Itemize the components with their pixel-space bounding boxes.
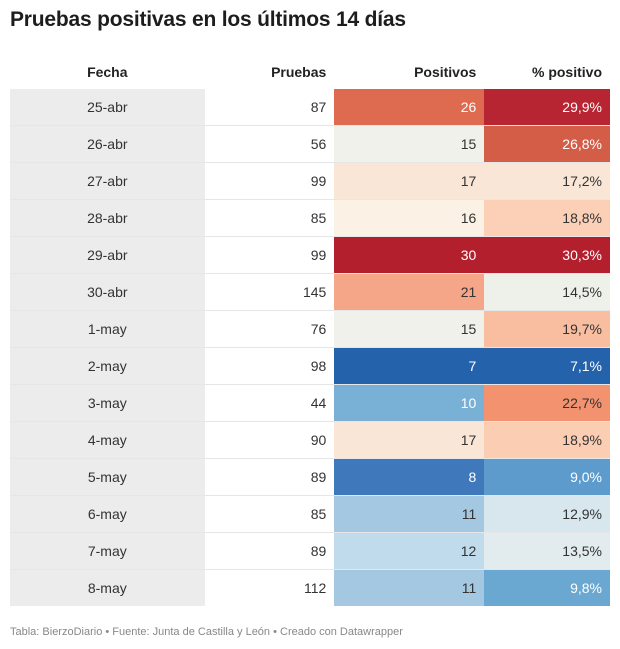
cell-pruebas: 99 xyxy=(204,162,335,200)
cell-porcentaje-positivo: 26,8% xyxy=(484,125,610,163)
table-row: 25-abr 87 26 29,9% xyxy=(10,89,610,126)
cell-porcentaje-positivo: 18,9% xyxy=(484,421,610,459)
table-row: 8-may 112 11 9,8% xyxy=(10,569,610,606)
cell-fecha: 1-may xyxy=(10,310,205,348)
cell-fecha: 5-may xyxy=(10,458,205,496)
cell-positivos: 30 xyxy=(334,236,485,274)
table-header-row: Fecha Pruebas Positivos % positivo xyxy=(10,54,610,89)
cell-positivos: 8 xyxy=(334,458,485,496)
cell-fecha: 3-may xyxy=(10,384,205,422)
chart-title: Pruebas positivas en los últimos 14 días xyxy=(10,8,406,31)
cell-fecha: 7-may xyxy=(10,532,205,570)
cell-porcentaje-positivo: 9,8% xyxy=(484,569,610,606)
table-row: 27-abr 99 17 17,2% xyxy=(10,162,610,200)
cell-fecha: 26-abr xyxy=(10,125,205,163)
cell-porcentaje-positivo: 30,3% xyxy=(484,236,610,274)
cell-porcentaje-positivo: 18,8% xyxy=(484,199,610,237)
cell-pruebas: 145 xyxy=(204,273,335,311)
cell-fecha: 25-abr xyxy=(10,89,205,126)
cell-porcentaje-positivo: 22,7% xyxy=(484,384,610,422)
column-header-pruebas[interactable]: Pruebas xyxy=(271,63,327,80)
footer-credits: Tabla: BierzoDiario • Fuente: Junta de C… xyxy=(10,626,403,638)
cell-positivos: 11 xyxy=(334,569,485,606)
table-row: 30-abr 145 21 14,5% xyxy=(10,273,610,311)
cell-pruebas: 76 xyxy=(204,310,335,348)
cell-porcentaje-positivo: 9,0% xyxy=(484,458,610,496)
cell-pruebas: 112 xyxy=(204,569,335,606)
cell-positivos: 26 xyxy=(334,89,485,126)
cell-fecha: 29-abr xyxy=(10,236,205,274)
cell-pruebas: 89 xyxy=(204,458,335,496)
cell-fecha: 30-abr xyxy=(10,273,205,311)
cell-porcentaje-positivo: 19,7% xyxy=(484,310,610,348)
cell-pruebas: 56 xyxy=(204,125,335,163)
cell-fecha: 27-abr xyxy=(10,162,205,200)
cell-porcentaje-positivo: 7,1% xyxy=(484,347,610,385)
table-row: 7-may 89 12 13,5% xyxy=(10,532,610,570)
table-row: 26-abr 56 15 26,8% xyxy=(10,125,610,163)
cell-positivos: 17 xyxy=(334,421,485,459)
cell-porcentaje-positivo: 12,9% xyxy=(484,495,610,533)
cell-pruebas: 90 xyxy=(204,421,335,459)
data-table: Fecha Pruebas Positivos % positivo 25-ab… xyxy=(10,54,610,606)
cell-positivos: 16 xyxy=(334,199,485,237)
cell-positivos: 11 xyxy=(334,495,485,533)
cell-positivos: 12 xyxy=(334,532,485,570)
cell-porcentaje-positivo: 29,9% xyxy=(484,89,610,126)
cell-positivos: 17 xyxy=(334,162,485,200)
cell-pruebas: 89 xyxy=(204,532,335,570)
cell-fecha: 2-may xyxy=(10,347,205,385)
cell-positivos: 21 xyxy=(334,273,485,311)
cell-pruebas: 85 xyxy=(204,495,335,533)
cell-pruebas: 87 xyxy=(310,99,327,115)
table-row: 4-may 90 17 18,9% xyxy=(10,421,610,459)
column-header-positivos[interactable]: Positivos xyxy=(414,63,477,80)
cell-positivos: 10 xyxy=(334,384,485,422)
cell-fecha: 28-abr xyxy=(10,199,205,237)
cell-porcentaje-positivo: 13,5% xyxy=(484,532,610,570)
cell-pruebas: 98 xyxy=(204,347,335,385)
column-header-porcentaje-positivo[interactable]: % positivo xyxy=(531,63,602,80)
table-row: 2-may 98 7 7,1% xyxy=(10,347,610,385)
cell-porcentaje-positivo: 17,2% xyxy=(484,162,610,200)
cell-positivos: 7 xyxy=(334,347,485,385)
cell-pruebas: 44 xyxy=(204,384,335,422)
table-row: 29-abr 99 30 30,3% xyxy=(10,236,610,274)
table-row: 6-may 85 11 12,9% xyxy=(10,495,610,533)
cell-fecha: 6-may xyxy=(10,495,205,533)
table-row: 1-may 76 15 19,7% xyxy=(10,310,610,348)
table-row: 28-abr 85 16 18,8% xyxy=(10,199,610,237)
cell-fecha: 4-may xyxy=(10,421,205,459)
cell-porcentaje-positivo: 14,5% xyxy=(484,273,610,311)
column-header-fecha[interactable]: Fecha xyxy=(87,63,128,80)
table-body: 25-abr 87 26 29,9% 26-abr 56 15 26,8% 27-abr 99 17… xyxy=(10,89,610,606)
cell-positivos: 15 xyxy=(334,310,485,348)
cell-fecha: 8-may xyxy=(10,569,205,606)
cell-pruebas: 85 xyxy=(204,199,335,237)
cell-positivos: 15 xyxy=(334,125,485,163)
cell-pruebas: 99 xyxy=(204,236,335,274)
table-row: 5-may 89 8 9,0% xyxy=(10,458,610,496)
table-row: 3-may 44 10 22,7% xyxy=(10,384,610,422)
